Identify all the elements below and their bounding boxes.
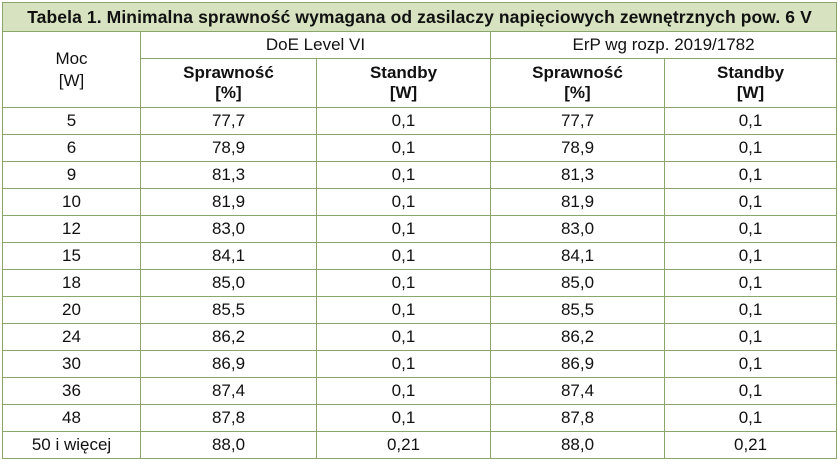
cell-moc: 50 i więcej [2,431,141,459]
table-row: 5 77,7 0,1 77,7 0,1 [2,107,838,135]
cell-doe-standby: 0,1 [316,242,491,270]
cell-moc: 24 [2,323,141,351]
subheader-label: Standby [369,63,438,82]
cell-erp-efficiency: 85,0 [490,269,665,297]
group-header-doe: DoE Level VI [140,31,491,59]
cell-doe-standby: 0,1 [316,296,491,324]
cell-erp-efficiency: 84,1 [490,242,665,270]
table-row: 6 78,9 0,1 78,9 0,1 [2,134,838,162]
table-row: 15 84,1 0,1 84,1 0,1 [2,242,838,270]
table-row: 24 86,2 0,1 86,2 0,1 [2,323,838,351]
subheader-doe-efficiency: Sprawność [%] [140,58,317,108]
cell-erp-standby: 0,1 [663,242,838,270]
cell-erp-efficiency: 85,5 [490,296,665,324]
cell-moc: 30 [2,350,141,378]
cell-erp-standby: 0,1 [663,323,838,351]
cell-erp-standby: 0,1 [663,188,838,216]
group-header-erp: ErP wg rozp. 2019/1782 [489,31,838,59]
moc-header-label: Moc [55,48,88,68]
cell-moc: 10 [2,188,141,216]
cell-doe-efficiency: 78,9 [140,134,317,162]
cell-erp-efficiency: 81,3 [490,161,665,189]
efficiency-table: Tabela 1. Minimalna sprawność wymagana o… [1,2,838,459]
cell-moc: 12 [2,215,141,243]
subheader-unit: [%] [564,83,591,102]
cell-erp-standby: 0,1 [663,350,838,378]
cell-erp-efficiency: 77,7 [490,107,665,135]
moc-header: Moc [W] [2,31,141,108]
cell-erp-standby: 0,21 [663,431,838,459]
table-title: Tabela 1. Minimalna sprawność wymagana o… [1,2,838,32]
cell-erp-efficiency: 83,0 [490,215,665,243]
cell-doe-efficiency: 83,0 [140,215,317,243]
cell-doe-efficiency: 81,3 [140,161,317,189]
table-row: 36 87,4 0,1 87,4 0,1 [2,377,838,405]
cell-erp-standby: 0,1 [663,107,838,135]
cell-erp-efficiency: 87,8 [490,404,665,432]
subheader-label: Sprawność [532,63,623,82]
table-row: 20 85,5 0,1 85,5 0,1 [2,296,838,324]
subheader-doe-standby: Standby [W] [316,58,491,108]
cell-doe-standby: 0,1 [316,161,491,189]
cell-doe-standby: 0,1 [316,269,491,297]
cell-erp-efficiency: 86,9 [490,350,665,378]
table-row: 48 87,8 0,1 87,8 0,1 [2,404,838,432]
cell-doe-standby: 0,1 [316,377,491,405]
subheader-label: Sprawność [183,63,274,82]
cell-doe-efficiency: 86,9 [140,350,317,378]
cell-erp-standby: 0,1 [663,269,838,297]
table-row: 9 81,3 0,1 81,3 0,1 [2,161,838,189]
table-row: 30 86,9 0,1 86,9 0,1 [2,350,838,378]
cell-doe-standby: 0,21 [316,431,491,459]
cell-doe-efficiency: 86,2 [140,323,317,351]
table-row: 18 85,0 0,1 85,0 0,1 [2,269,838,297]
efficiency-table-container: Tabela 1. Minimalna sprawność wymagana o… [1,2,838,459]
subheader-label: Standby [717,63,785,82]
cell-erp-efficiency: 78,9 [490,134,665,162]
cell-moc: 48 [2,404,141,432]
subheader-erp-efficiency: Sprawność [%] [490,58,665,108]
cell-doe-efficiency: 77,7 [140,107,317,135]
cell-doe-efficiency: 87,8 [140,404,317,432]
cell-doe-standby: 0,1 [316,350,491,378]
table-row: 12 83,0 0,1 83,0 0,1 [2,215,838,243]
cell-erp-standby: 0,1 [663,404,838,432]
cell-doe-standby: 0,1 [316,107,491,135]
subheader-unit: [W] [736,83,765,102]
cell-erp-standby: 0,1 [663,377,838,405]
subheader-erp-standby: Standby [W] [663,58,838,108]
cell-erp-efficiency: 88,0 [490,431,665,459]
cell-doe-standby: 0,1 [316,404,491,432]
cell-moc: 6 [2,134,141,162]
cell-doe-standby: 0,1 [316,134,491,162]
cell-doe-efficiency: 87,4 [140,377,317,405]
cell-moc: 36 [2,377,141,405]
subheader-unit: [W] [389,83,418,102]
cell-moc: 18 [2,269,141,297]
cell-erp-efficiency: 81,9 [490,188,665,216]
cell-erp-standby: 0,1 [663,134,838,162]
cell-moc: 15 [2,242,141,270]
cell-erp-standby: 0,1 [663,296,838,324]
cell-erp-efficiency: 87,4 [490,377,665,405]
cell-doe-standby: 0,1 [316,188,491,216]
cell-erp-standby: 0,1 [663,161,838,189]
table-row: 10 81,9 0,1 81,9 0,1 [2,188,838,216]
cell-doe-standby: 0,1 [316,323,491,351]
cell-doe-efficiency: 81,9 [140,188,317,216]
cell-moc: 9 [2,161,141,189]
cell-moc: 20 [2,296,141,324]
cell-doe-efficiency: 85,5 [140,296,317,324]
cell-moc: 5 [2,107,141,135]
moc-header-unit: [W] [58,70,85,90]
table-body: 5 77,7 0,1 77,7 0,1 6 78,9 0,1 78,9 0,1 9 81,3 0,1 81… [2,107,838,459]
cell-doe-efficiency: 84,1 [140,242,317,270]
cell-doe-efficiency: 85,0 [140,269,317,297]
cell-erp-standby: 0,1 [663,215,838,243]
cell-doe-standby: 0,1 [316,215,491,243]
cell-erp-efficiency: 86,2 [490,323,665,351]
table-row: 50 i więcej 88,0 0,21 88,0 0,21 [2,431,838,459]
cell-doe-efficiency: 88,0 [140,431,317,459]
subheader-unit: [%] [215,83,242,102]
